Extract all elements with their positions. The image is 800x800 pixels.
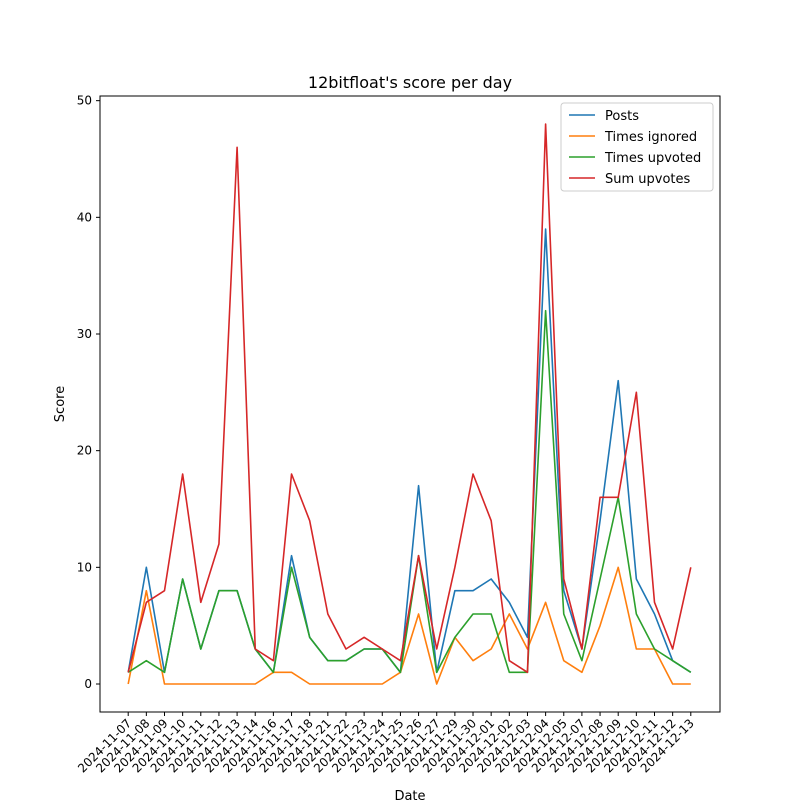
y-tick-label: 10: [77, 560, 92, 574]
y-tick-label: 0: [84, 677, 92, 691]
legend-entry: Times upvoted: [604, 151, 701, 166]
chart-title: 12bitfloat's score per day: [308, 73, 512, 92]
axes-frame: [99, 95, 721, 713]
legend-entry: Posts: [605, 109, 639, 124]
x-axis-label: Date: [394, 789, 425, 800]
y-tick-label: 20: [77, 444, 92, 458]
legend-box: [560, 102, 714, 192]
y-tick-label: 40: [77, 210, 92, 224]
legend-entry: Times ignored: [604, 130, 697, 145]
y-tick-label: 30: [77, 327, 92, 341]
plot-area: 010203040502024-11-072024-11-082024-11-0…: [75, 94, 721, 775]
legend-entry: Sum upvotes: [605, 172, 691, 187]
y-axis-label: Score: [53, 386, 68, 422]
y-tick-label: 50: [77, 94, 92, 108]
series-line-times-upvoted: [127, 309, 692, 674]
series-line-times-ignored: [127, 566, 691, 685]
series-line-sum-upvotes: [127, 123, 692, 674]
legend: Posts Times ignored Times upvoted Sum upvot…: [560, 102, 714, 192]
